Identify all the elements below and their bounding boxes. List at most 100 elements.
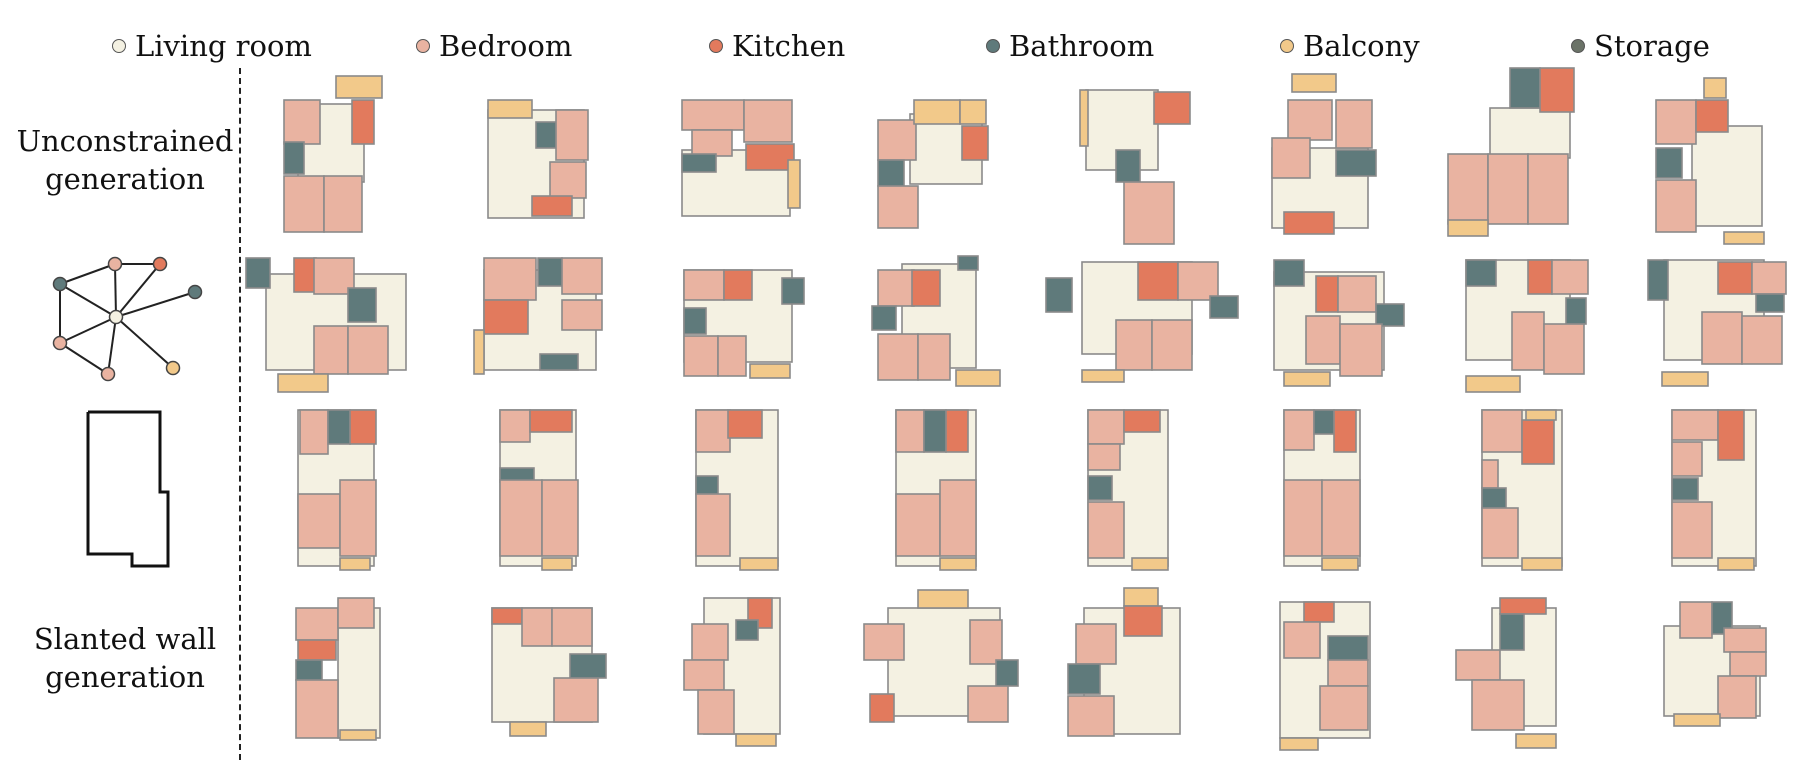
legend-balcony-label: Balcony: [1303, 29, 1420, 63]
bedroom-room: [1087, 501, 1125, 559]
bedroom-room: [1481, 409, 1523, 453]
bedroom-room: [283, 175, 325, 233]
kitchen-room: [1303, 601, 1335, 623]
legend-bathroom: Bathroom: [986, 26, 1154, 66]
bedroom-room: [1511, 311, 1545, 371]
floor-plan-r3c5: [1087, 409, 1169, 571]
bedroom-room: [1087, 409, 1125, 445]
floor-plan-r2c6: [1273, 259, 1405, 387]
bathroom-room: [295, 659, 323, 681]
floor-plan-r2c2: [473, 257, 603, 375]
kitchen-room: [1137, 261, 1179, 301]
bathroom-room: [1375, 303, 1405, 327]
balcony-room: [1321, 557, 1359, 571]
bedroom-room: [691, 129, 733, 157]
floor-plan-r2c1: [245, 257, 407, 393]
balcony-room: [1673, 713, 1721, 727]
bedroom-room: [1447, 153, 1489, 225]
floor-plan-r1c7: [1447, 67, 1575, 237]
floor-plan-r1c4: [877, 99, 989, 229]
bathroom-room: [1115, 149, 1141, 183]
bedroom-room: [969, 619, 1003, 665]
bedroom-room: [877, 333, 919, 381]
balcony-room: [1081, 369, 1125, 383]
floor-plan-r2c8: [1647, 259, 1787, 387]
floor-plan-r3c4: [895, 409, 977, 571]
balcony-room: [959, 99, 987, 125]
bathroom-room: [695, 475, 719, 495]
floor-plan-r1c5: [1079, 89, 1191, 245]
bathroom-room: [923, 409, 947, 453]
balcony-room: [1515, 733, 1557, 749]
bedroom-room: [1321, 479, 1361, 557]
bedroom-room: [691, 623, 729, 661]
bathroom-room: [1565, 297, 1587, 325]
kitchen-room: [1333, 409, 1357, 453]
floor-plan-r3c3: [695, 409, 779, 571]
floor-plan-r3c6: [1283, 409, 1361, 571]
bedroom-room: [521, 607, 553, 647]
bathroom-room: [347, 287, 377, 323]
bathroom-room: [735, 619, 759, 641]
bathroom-room: [871, 305, 897, 331]
bedroom-room: [1123, 181, 1175, 245]
bedroom-room: [299, 409, 329, 455]
balcony-room: [1279, 737, 1319, 751]
balcony-room: [277, 373, 329, 393]
floor-plan-r4c8: [1663, 601, 1767, 727]
bedroom-room: [1671, 409, 1719, 441]
floor-plan-r1c1: [283, 75, 383, 233]
bedroom-room: [555, 109, 589, 161]
kitchen-room: [1123, 605, 1163, 637]
bedroom-room: [1717, 675, 1757, 719]
bathroom-room: [681, 153, 717, 173]
balcony-room: [1131, 557, 1169, 571]
bathroom-room: [1087, 475, 1113, 501]
bubble-graph-icon: [52, 256, 203, 382]
kitchen-room: [1283, 211, 1335, 235]
balcony-room: [1717, 557, 1755, 571]
bedroom-room: [561, 299, 603, 331]
bedroom-room: [1487, 153, 1529, 225]
balcony-room: [1465, 375, 1521, 393]
bedroom-swatch-icon: [416, 39, 430, 53]
bathroom-room: [569, 653, 607, 679]
bedroom-room: [895, 409, 925, 453]
bedroom-room: [337, 597, 375, 629]
bedroom-room: [313, 325, 349, 375]
legend-kitchen-label: Kitchen: [732, 29, 846, 63]
bedroom-room: [347, 325, 389, 375]
bathroom-room: [1755, 293, 1785, 313]
floor-plan-r4c4: [863, 589, 1019, 723]
bedroom-room: [1655, 99, 1697, 145]
floor-plan-r1c2: [487, 99, 589, 219]
floor-plan-r3c1: [297, 409, 377, 571]
balcony-room: [1661, 371, 1709, 387]
bedroom-room: [499, 479, 543, 557]
bedroom-room: [1481, 459, 1499, 489]
bedroom-room: [1527, 153, 1569, 225]
legend-balcony: Balcony: [1280, 26, 1420, 66]
balcony-swatch-icon: [1280, 39, 1294, 53]
bathroom-room: [1655, 147, 1683, 179]
kitchen-room: [1717, 261, 1753, 295]
bedroom-room: [1087, 443, 1121, 471]
bedroom-room: [895, 493, 941, 557]
bedroom-room: [877, 185, 919, 229]
bedroom-room: [1679, 601, 1713, 639]
floor-plan-r1c6: [1271, 73, 1377, 235]
bedroom-room: [1655, 179, 1697, 233]
bathroom-room: [1335, 149, 1377, 177]
kitchen-room: [297, 639, 337, 661]
bedroom-room: [297, 493, 341, 549]
bathroom-room: [683, 307, 707, 335]
bathroom-room: [1465, 259, 1497, 287]
kitchen-room: [1123, 409, 1161, 433]
legend-storage: Storage: [1571, 26, 1710, 66]
bedroom-room: [683, 269, 725, 301]
floor-plan-r3c7: [1481, 409, 1563, 571]
kitchen-room: [1527, 259, 1553, 295]
bathroom-room: [283, 141, 305, 175]
bedroom-room: [863, 623, 905, 661]
